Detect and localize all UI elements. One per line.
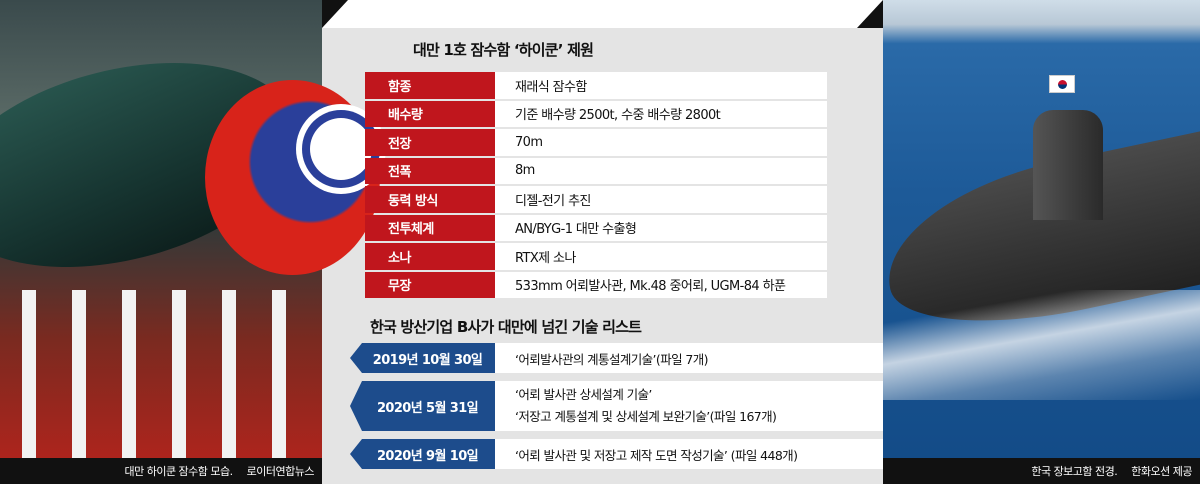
spec-label: 소나 [365,243,495,270]
tech-item-text: ‘어뢰발사관의 계통설계기술’(파일 7개) [515,351,709,367]
tech-list-item: 2019년 10월 30일 ‘어뢰발사관의 계통설계기술’(파일 7개) [350,343,883,373]
tech-item-text: ‘어뢰 발사관 및 저장고 제작 도면 작성기술’ (파일 448개) [515,447,798,463]
sailors [0,290,322,460]
spec-value: RTX제 소나 [495,243,827,270]
spec-row: 전장 70m [365,129,827,156]
taiwan-flag-balloon [205,80,380,275]
spec-value: 70m [495,129,827,156]
spec-label: 전투체계 [365,214,495,241]
wake [883,290,1200,400]
spec-row: 무장 533mm 어뢰발사관, Mk.48 중어뢰, UGM-84 하푼 [365,271,827,298]
spec-table-title: 대만 1호 잠수함 ‘하이쿤’ 제원 [413,41,594,59]
korean-submarine-photo: 한국 장보고함 전경. 한화오션 제공 [883,0,1200,484]
corner-triangle [322,0,348,28]
spec-label: 동력 방식 [365,186,495,213]
spec-table: 함종 재래식 잠수함 배수량 기준 배수량 2500t, 수중 배수량 2800t 전장… [365,72,827,300]
spec-label: 배수량 [365,100,495,127]
date-label: 2020년 5월 31일 [350,381,495,431]
spec-row: 동력 방식 디젤-전기 추진 [365,186,827,213]
spec-label: 전장 [365,129,495,156]
tech-list-title: 한국 방산기업 B사가 대만에 넘긴 기술 리스트 [370,318,642,336]
korean-flag-icon [1049,75,1075,93]
tech-list-item: 2020년 5월 31일 ‘어뢰 발사관 상세설계 기술’ ‘저장고 계통설계 및 … [350,381,883,431]
spec-row: 전폭 8m [365,157,827,184]
spec-value: 8m [495,157,827,184]
spec-row: 배수량 기준 배수량 2500t, 수중 배수량 2800t [365,100,827,127]
corner-triangle [857,0,883,28]
spec-value: 디젤-전기 추진 [495,186,827,213]
spec-row: 함종 재래식 잠수함 [365,72,827,99]
tech-item-text: ‘저장고 계통설계 및 상세설계 보완기술’(파일 167개) [515,409,777,424]
spec-value: 재래식 잠수함 [495,72,827,99]
left-photo-caption: 대만 하이쿤 잠수함 모습. 로이터연합뉴스 [0,458,322,484]
spec-value: 기준 배수량 2500t, 수중 배수량 2800t [495,100,827,127]
spec-value: AN/BYG-1 대만 수출형 [495,214,827,241]
submarine-sail [1033,110,1103,220]
spec-label: 전폭 [365,157,495,184]
date-label: 2020년 9월 10일 [350,439,495,469]
tech-item-text: ‘어뢰 발사관 상세설계 기술’ [515,387,652,402]
spec-value: 533mm 어뢰발사관, Mk.48 중어뢰, UGM-84 하푼 [495,271,827,298]
date-label: 2019년 10월 30일 [350,343,495,373]
right-photo-caption: 한국 장보고함 전경. 한화오션 제공 [883,458,1200,484]
tech-list-item: 2020년 9월 10일 ‘어뢰 발사관 및 저장고 제작 도면 작성기술’ (파… [350,439,883,469]
spec-row: 소나 RTX제 소나 [365,243,827,270]
spec-label: 무장 [365,271,495,298]
sun-emblem-icon [310,118,372,180]
spec-row: 전투체계 AN/BYG-1 대만 수출형 [365,214,827,241]
spec-label: 함종 [365,72,495,99]
